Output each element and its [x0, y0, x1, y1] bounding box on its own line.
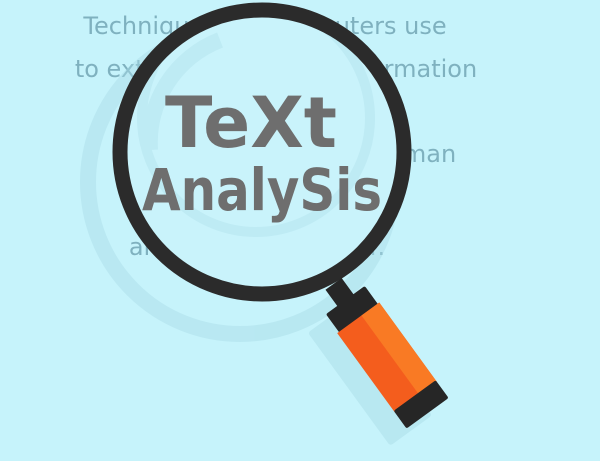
magnifying-glass-icon [112, 2, 448, 428]
headline-word-analysis: AnalySis [142, 156, 382, 224]
headline-word-text: TeXt [165, 82, 337, 164]
handle-collar [326, 286, 379, 333]
magnified-headline: TeXt AnalySis [142, 82, 382, 224]
handle-grip-highlight [361, 302, 437, 395]
lens-glass [120, 10, 404, 294]
handle-cap [394, 380, 448, 428]
lens-ring [112, 2, 412, 302]
magnifier-handle [325, 277, 448, 428]
